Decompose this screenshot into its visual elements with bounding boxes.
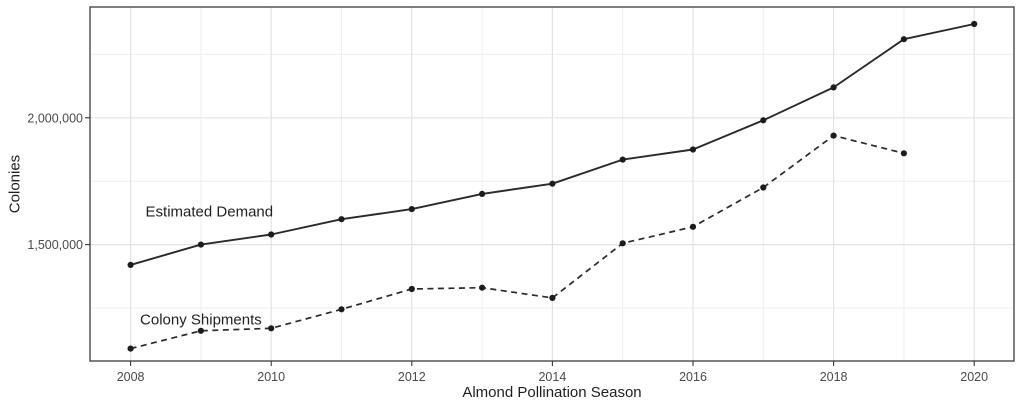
x-tick-label: 2016 [679,370,707,384]
data-point-estimated-demand [408,206,415,213]
y-tick-label: 2,000,000 [27,111,83,125]
x-tick-label: 2018 [820,370,848,384]
data-point-estimated-demand [971,20,978,28]
x-tick-label: 2010 [257,370,285,384]
data-point-colony-shipments [549,294,556,301]
data-point-estimated-demand [830,84,837,91]
data-point-colony-shipments [830,132,837,139]
data-point-estimated-demand [689,146,697,153]
data-point-colony-shipments [408,285,415,293]
x-tick-label: 2012 [398,370,426,384]
series-label-colony-shipments: Colony Shipments [140,311,262,329]
data-point-estimated-demand [549,180,556,187]
data-point-colony-shipments [619,240,626,247]
series-label-estimated-demand: Estimated Demand [145,203,274,221]
data-point-colony-shipments [197,327,204,334]
data-point-estimated-demand [338,216,345,223]
data-point-colony-shipments [338,306,345,313]
x-tick-label: 2008 [117,370,145,384]
data-point-estimated-demand [479,190,486,197]
data-point-estimated-demand [619,156,626,163]
data-point-estimated-demand [900,36,908,43]
x-axis-title: Almond Pollination Season [462,384,642,401]
data-point-estimated-demand [760,117,767,124]
data-point-colony-shipments [900,150,908,157]
data-point-estimated-demand [268,231,275,238]
x-tick-label: 2020 [960,370,988,384]
data-point-colony-shipments [127,345,134,352]
data-point-colony-shipments [479,284,486,291]
data-point-estimated-demand [127,261,134,268]
data-point-colony-shipments [689,223,697,230]
data-point-estimated-demand [197,241,204,248]
data-point-colony-shipments [760,184,767,191]
x-tick-label: 2014 [538,370,566,384]
series-line-colony-shipments [130,134,905,350]
y-tick-label: 1,500,000 [27,238,83,252]
y-axis-title: Colonies [6,154,24,214]
data-point-colony-shipments [268,325,275,332]
